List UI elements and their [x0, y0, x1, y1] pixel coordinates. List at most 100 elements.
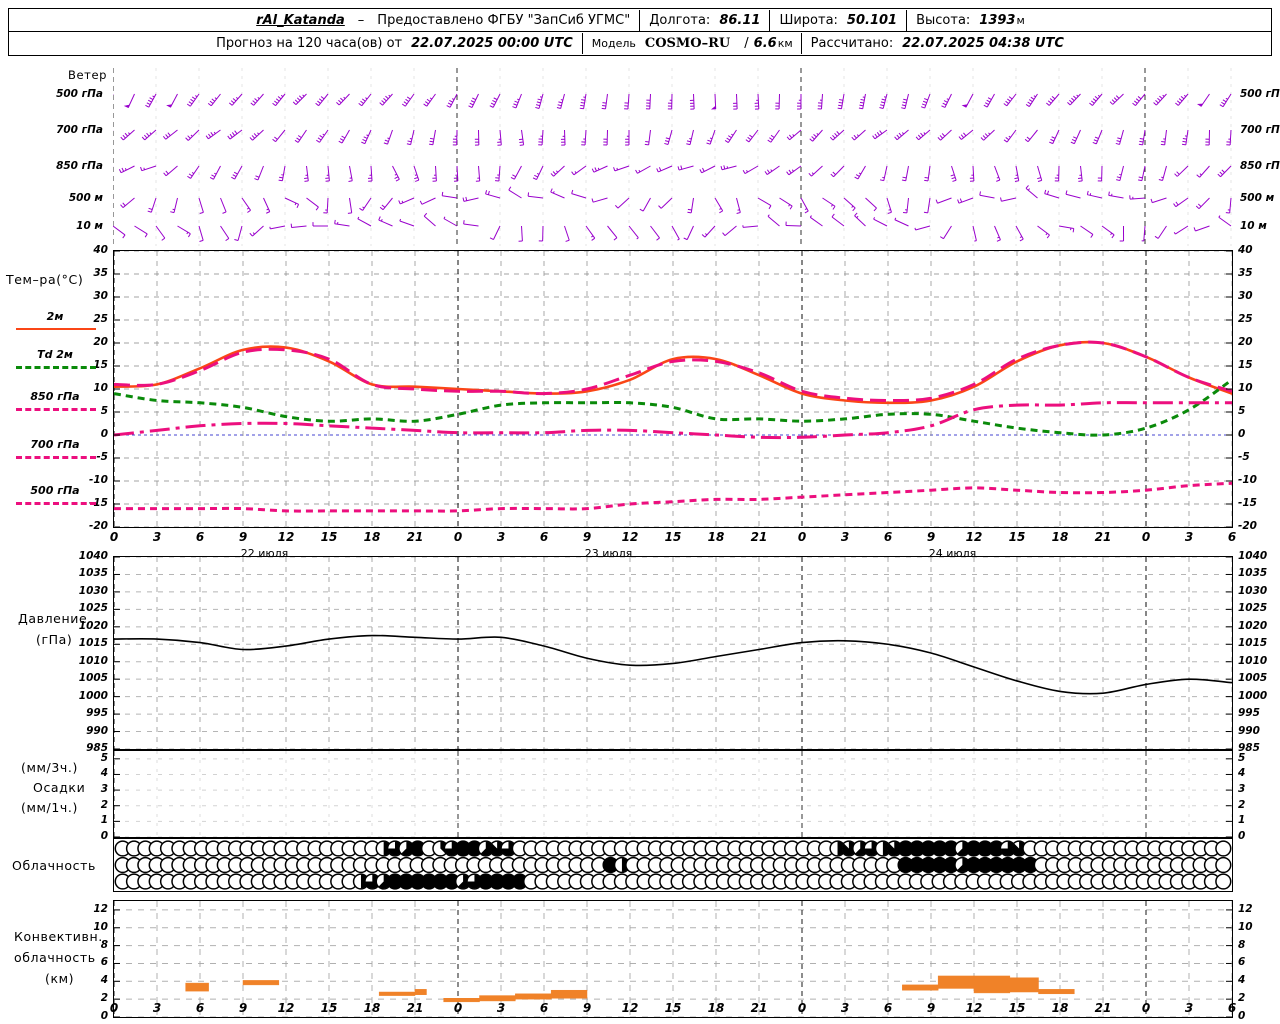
pres-ytick-right-995: 995 — [1238, 707, 1260, 720]
conv-ytick-left-4: 4 — [100, 974, 108, 987]
time-tick-time-labels-bottom-22: 18 — [1051, 1001, 1069, 1015]
wind-level-label-right-3: 500 м — [1240, 192, 1275, 204]
time-tick-time-labels-17: 3 — [840, 530, 850, 544]
cloudiness-title: Облачность — [12, 858, 96, 873]
conv-ytick-left-0: 0 — [100, 1010, 108, 1022]
wind-level-label-right-0: 500 гПа — [1240, 88, 1280, 100]
conv-ytick-right-0: 0 — [1238, 1010, 1246, 1022]
time-tick-time-labels-24: 0 — [1141, 530, 1151, 544]
pres-ytick-left-1030: 1030 — [78, 584, 108, 597]
time-tick-time-labels-25: 3 — [1184, 530, 1194, 544]
temp-ytick-right-35: 35 — [1238, 267, 1253, 279]
time-tick-time-labels-5: 15 — [320, 530, 338, 544]
header-box: rAl_Katanda – Предоставлено ФГБУ "ЗапСиб… — [8, 8, 1272, 56]
temp-ytick-right-20: 20 — [1238, 336, 1253, 348]
temp-legend-swatch-0 — [16, 328, 96, 330]
time-tick-time-labels-1: 3 — [152, 530, 162, 544]
pres-ytick-left-985: 985 — [86, 742, 108, 754]
time-tick-time-labels-bottom-26: 6 — [1227, 1001, 1237, 1015]
pres-ytick-left-995: 995 — [86, 707, 108, 720]
time-tick-time-labels-14: 18 — [707, 530, 725, 544]
temperature-title: Тем–ра(°C) — [6, 272, 84, 287]
header-dash: – — [357, 12, 365, 28]
temp-ytick-left--10: -10 — [89, 474, 108, 486]
prec-ytick-right-5: 5 — [1238, 751, 1246, 764]
prec-ytick-left-2: 2 — [100, 798, 108, 811]
prec-ytick-left-4: 4 — [100, 767, 108, 780]
provider-text: Предоставлено ФГБУ "ЗапСиб УГМС" — [377, 12, 631, 28]
wind-level-label-right-4: 10 м — [1240, 220, 1267, 232]
time-tick-time-labels-bottom-16: 0 — [797, 1001, 807, 1015]
temp-ytick-left-10: 10 — [93, 382, 108, 394]
altitude-value: 1393 — [979, 12, 1016, 28]
time-tick-time-labels-2: 6 — [195, 530, 205, 544]
precip-unit-1h: (мм/1ч.) — [21, 800, 78, 815]
precipitation-plot — [114, 751, 1232, 837]
pres-ytick-right-1020: 1020 — [1238, 619, 1268, 632]
pres-ytick-right-990: 990 — [1238, 724, 1260, 737]
station-name: rAl_Katanda — [256, 12, 345, 28]
time-tick-time-labels-bottom-21: 15 — [1008, 1001, 1026, 1015]
conv-ytick-right-8: 8 — [1238, 938, 1246, 951]
temp-ytick-left-40: 40 — [93, 244, 108, 256]
temp-ytick-right-0: 0 — [1238, 428, 1246, 440]
model-resolution-unit: км — [777, 37, 793, 50]
model-name: COSMO–RU — [644, 36, 731, 51]
pres-ytick-right-1005: 1005 — [1238, 672, 1268, 685]
pres-ytick-left-1020: 1020 — [78, 619, 108, 632]
conv-ytick-right-2: 2 — [1238, 992, 1246, 1005]
pres-ytick-right-1025: 1025 — [1238, 602, 1268, 615]
temp-legend-swatch-3 — [16, 456, 96, 459]
temp-ytick-left-35: 35 — [93, 267, 108, 279]
temp-legend-label-4: 500 гПа — [30, 484, 80, 497]
pres-ytick-left-1040: 1040 — [78, 550, 108, 562]
pres-ytick-left-1015: 1015 — [78, 637, 108, 650]
temp-ytick-left-30: 30 — [93, 290, 108, 302]
conv-ytick-left-6: 6 — [100, 956, 108, 969]
time-tick-time-labels-11: 9 — [582, 530, 592, 544]
time-tick-time-labels-26: 6 — [1227, 530, 1237, 544]
precipitation-panel — [113, 750, 1233, 838]
time-tick-time-labels-bottom-3: 9 — [238, 1001, 248, 1015]
temp-legend-label-2: 850 гПа — [30, 390, 80, 403]
temp-ytick-right-5: 5 — [1238, 405, 1246, 417]
time-tick-time-labels-8: 0 — [453, 530, 463, 544]
prec-ytick-right-2: 2 — [1238, 798, 1246, 811]
time-tick-time-labels-19: 9 — [926, 530, 936, 544]
pres-ytick-right-1030: 1030 — [1238, 584, 1268, 597]
model-label: Модель — [591, 37, 636, 50]
wind-title: Ветер — [68, 68, 108, 82]
prec-ytick-left-0: 0 — [100, 830, 108, 842]
prec-ytick-left-5: 5 — [100, 751, 108, 764]
pressure-unit: (гПа) — [36, 632, 73, 647]
time-tick-time-labels-6: 18 — [363, 530, 381, 544]
temp-ytick-left--5: -5 — [96, 451, 108, 463]
pressure-plot — [114, 557, 1232, 749]
temp-legend-label-1: Td 2м — [37, 348, 73, 361]
time-tick-time-labels-bottom-4: 12 — [277, 1001, 295, 1015]
longitude-label: Долгота: — [649, 12, 711, 28]
convective-unit: (км) — [45, 971, 75, 986]
header-divider-3 — [906, 9, 908, 31]
conv-ytick-left-8: 8 — [100, 938, 108, 951]
pres-ytick-left-1025: 1025 — [78, 602, 108, 615]
time-tick-time-labels-16: 0 — [797, 530, 807, 544]
time-tick-time-labels-bottom-24: 0 — [1141, 1001, 1151, 1015]
pres-ytick-right-1010: 1010 — [1238, 654, 1268, 667]
model-resolution: 6.6 — [753, 36, 777, 51]
temp-ytick-left--20: -20 — [89, 520, 108, 532]
longitude-value: 86.11 — [719, 12, 761, 28]
pres-ytick-left-1035: 1035 — [78, 567, 108, 580]
wind-level-label-left-2: 850 гПа — [56, 160, 103, 172]
time-tick-time-labels-bottom-15: 21 — [750, 1001, 768, 1015]
temp-ytick-right-40: 40 — [1238, 244, 1253, 256]
temp-ytick-right--20: -20 — [1238, 520, 1257, 532]
convective-title-1: Конвективн. — [14, 929, 103, 944]
time-tick-time-labels-23: 21 — [1094, 530, 1112, 544]
temp-ytick-right-25: 25 — [1238, 313, 1253, 325]
pres-ytick-right-1040: 1040 — [1238, 550, 1268, 562]
temp-ytick-right--10: -10 — [1238, 474, 1257, 486]
temp-legend-label-0: 2м — [46, 310, 64, 323]
temp-ytick-right-10: 10 — [1238, 382, 1253, 394]
